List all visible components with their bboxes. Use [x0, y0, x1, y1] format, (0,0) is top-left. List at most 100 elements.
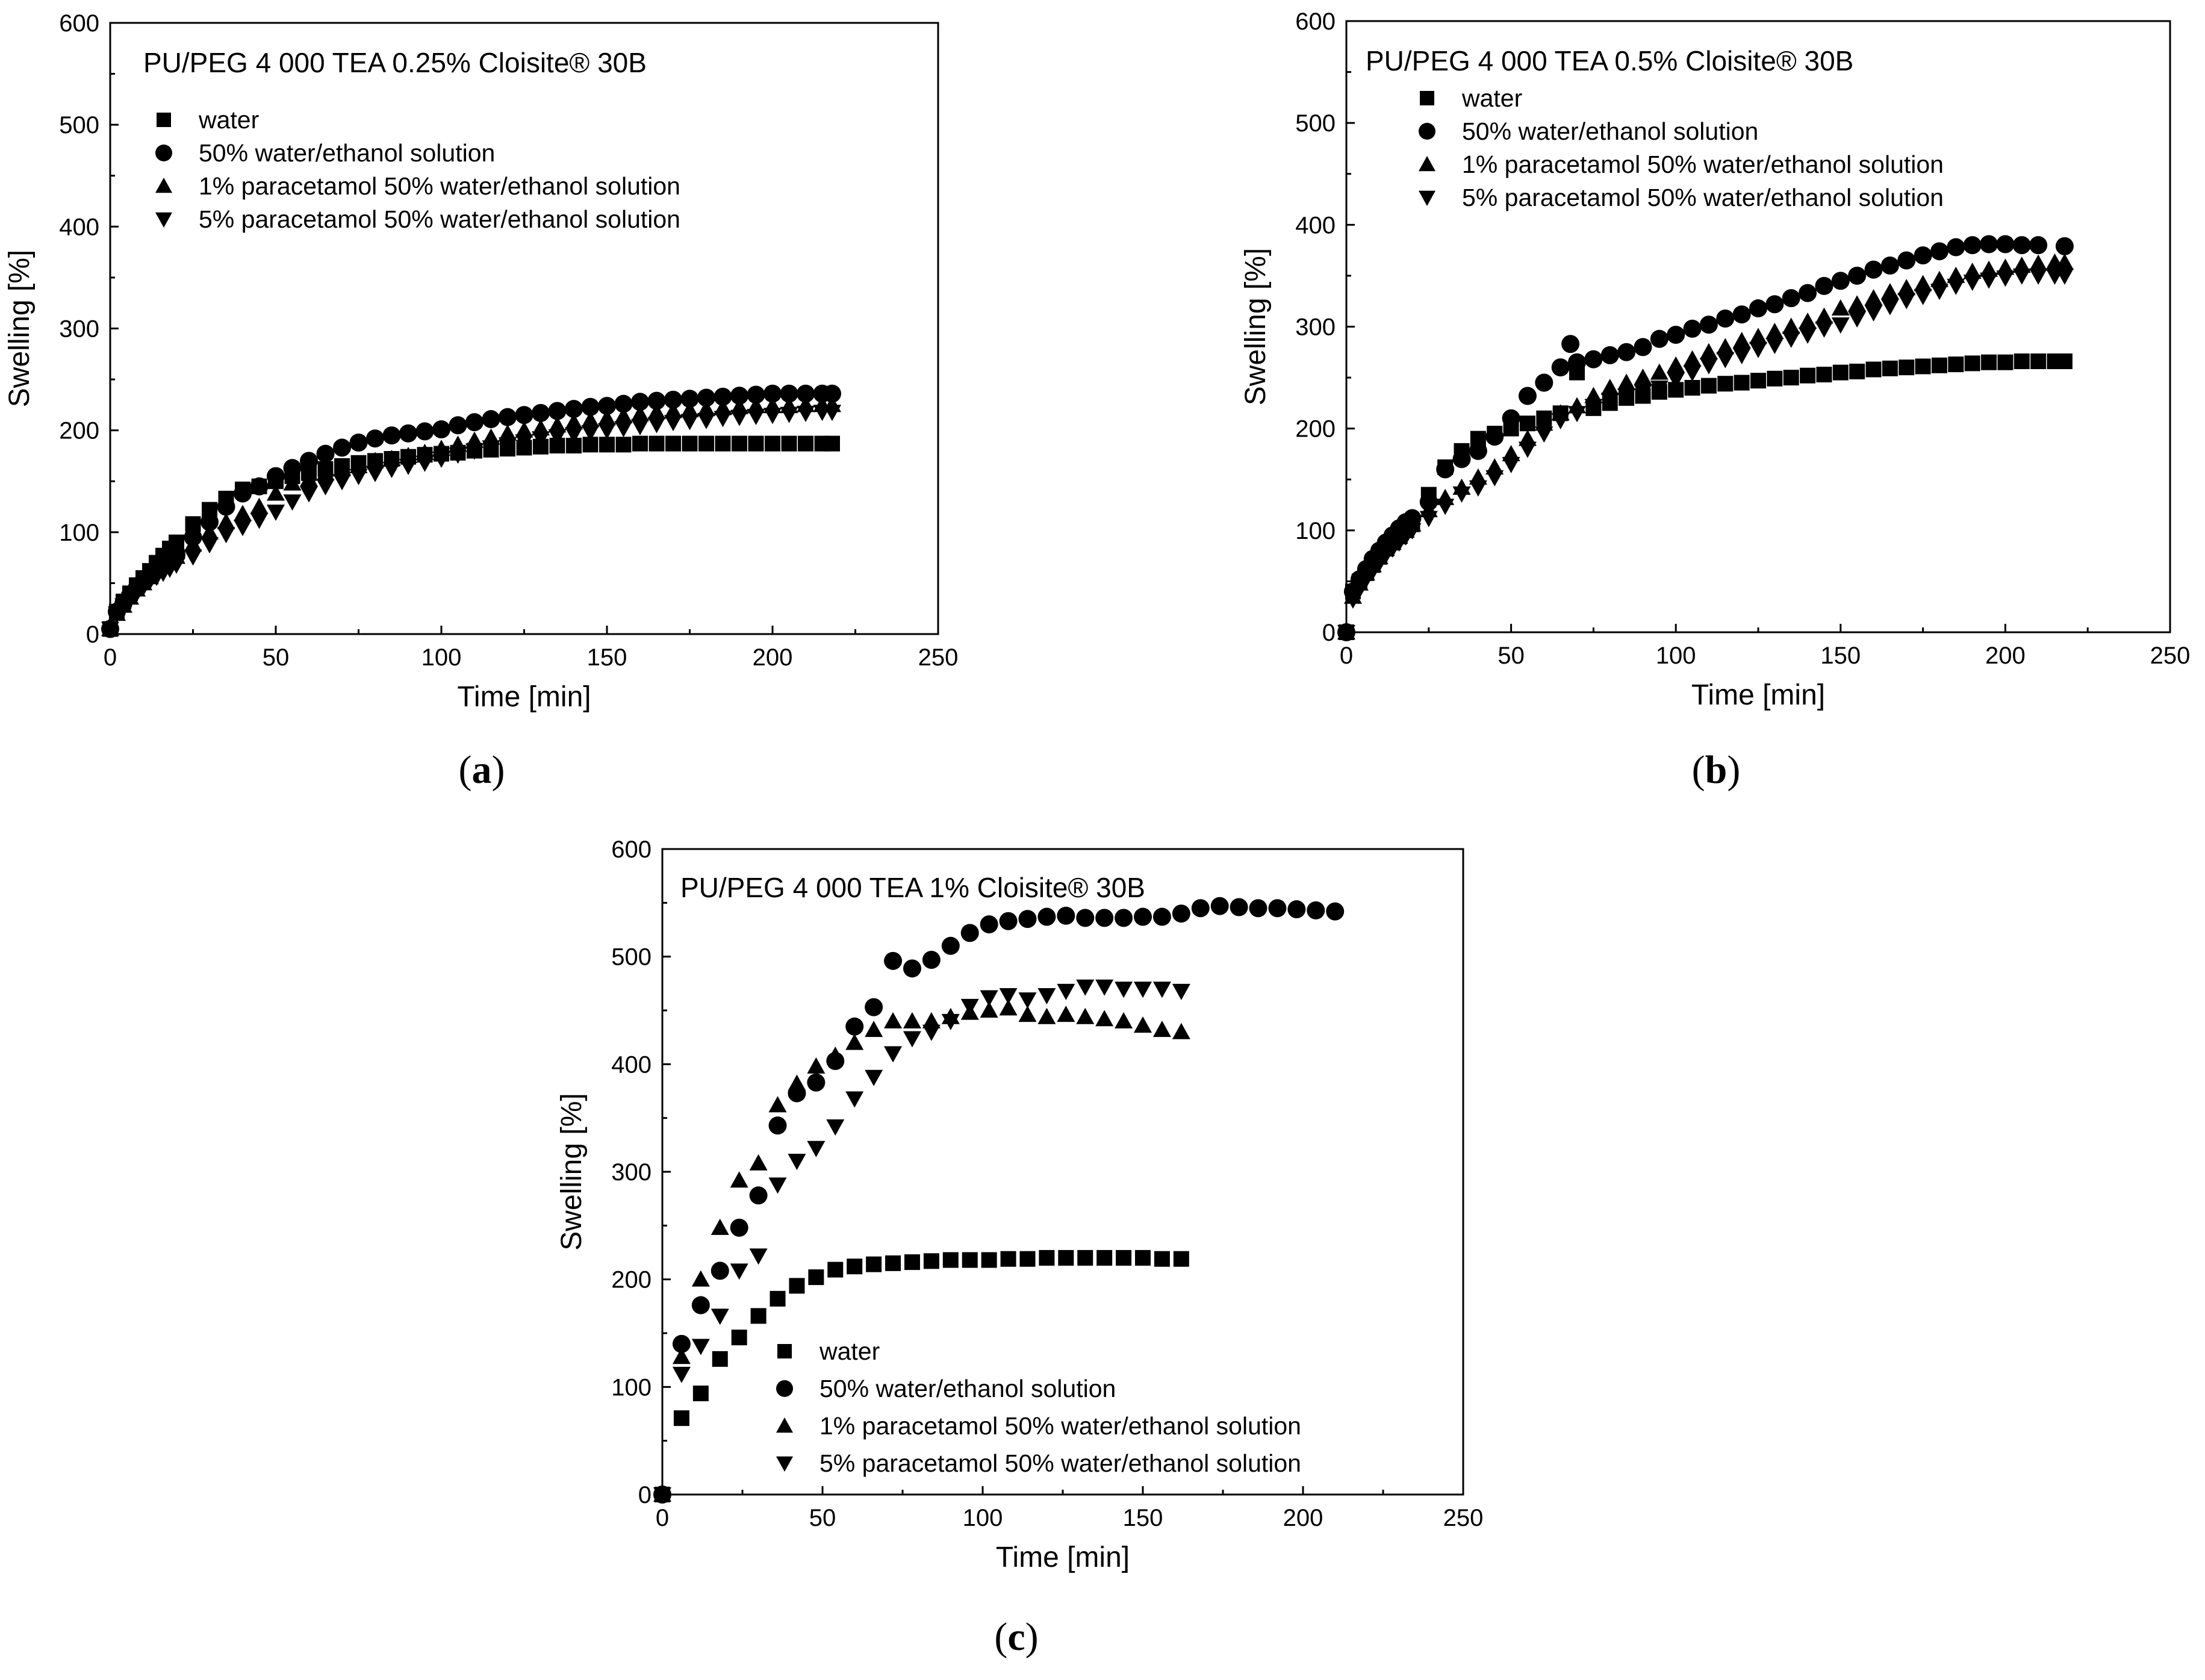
data-point	[515, 421, 533, 438]
data-point	[615, 437, 632, 453]
data-point	[682, 435, 698, 452]
data-point	[1914, 275, 1932, 291]
y-axis-title: Swelling [%]	[556, 1093, 588, 1250]
data-point	[1018, 992, 1037, 1009]
data-point	[2030, 353, 2047, 370]
data-point	[1249, 899, 1267, 918]
data-point	[941, 1013, 960, 1030]
data-point	[1750, 373, 1766, 389]
data-point	[1650, 329, 1669, 348]
legend: water 50% water/ethanol solution 1% parace…	[1419, 84, 1944, 211]
data-point	[1485, 470, 1504, 487]
data-point	[691, 1296, 710, 1314]
panel-label: (c)	[994, 1615, 1038, 1659]
data-point	[1172, 1022, 1190, 1039]
data-point	[1551, 413, 1570, 430]
data-point	[2055, 253, 2074, 270]
data-point	[1930, 270, 1948, 287]
data-point	[714, 411, 732, 428]
x-tick-label: 200	[1283, 1505, 1323, 1531]
data-point	[1948, 356, 1964, 373]
data-point	[598, 423, 616, 440]
data-point	[184, 549, 202, 566]
data-point	[1343, 592, 1362, 609]
data-point	[548, 402, 567, 420]
data-point	[730, 1218, 748, 1237]
data-point	[922, 951, 941, 969]
data-point	[1799, 313, 1817, 329]
data-point	[797, 384, 815, 403]
data-point	[884, 1012, 903, 1028]
y-tick-label: 300	[1295, 314, 1336, 341]
data-point	[1154, 1251, 1170, 1267]
data-point	[1650, 363, 1669, 380]
data-point	[960, 924, 979, 942]
data-point	[1519, 415, 1535, 432]
data-point	[807, 1140, 826, 1157]
data-point	[1864, 305, 1883, 322]
data-point	[923, 1253, 939, 1269]
legend-marker	[1419, 156, 1435, 172]
data-point	[768, 1177, 787, 1194]
data-point	[1667, 356, 1685, 373]
data-point	[565, 427, 583, 444]
x-axis-title: Time [min]	[1691, 679, 1825, 711]
data-point	[845, 1033, 864, 1050]
data-point	[316, 444, 335, 463]
data-point	[1800, 367, 1816, 384]
y-tick-label: 400	[59, 214, 99, 240]
data-point	[999, 912, 1018, 930]
data-point	[1037, 1007, 1056, 1024]
data-point	[1057, 983, 1075, 1000]
data-point	[697, 388, 715, 407]
data-point	[1436, 499, 1455, 515]
data-point	[1815, 276, 1833, 295]
data-point	[598, 409, 616, 426]
data-point	[941, 936, 960, 955]
data-point	[865, 1069, 883, 1086]
data-point	[1436, 460, 1455, 479]
data-point	[2012, 236, 2031, 255]
data-point	[1115, 982, 1133, 998]
data-point	[764, 384, 782, 403]
data-point	[1230, 898, 1248, 916]
data-point	[903, 959, 921, 978]
data-point	[711, 1308, 729, 1325]
data-point	[300, 486, 318, 503]
data-point	[866, 1256, 882, 1272]
x-tick-label: 250	[1443, 1505, 1484, 1531]
x-tick-label: 50	[263, 644, 290, 671]
data-point	[499, 424, 517, 441]
y-tick-label: 0	[86, 621, 99, 648]
data-point	[1018, 1006, 1037, 1022]
legend-label: water	[1461, 84, 1522, 112]
data-point	[1667, 326, 1685, 344]
data-point	[250, 512, 269, 529]
panel-label: (b)	[1692, 748, 1741, 792]
data-point	[698, 435, 714, 452]
data-point	[1700, 378, 1717, 394]
data-point	[1831, 272, 1850, 290]
data-point	[1799, 328, 1817, 344]
data-point	[465, 413, 484, 432]
data-point	[499, 408, 517, 426]
data-point	[664, 402, 682, 418]
data-point	[1699, 343, 1718, 359]
data-point	[1981, 354, 1997, 370]
data-point	[283, 494, 302, 511]
data-point	[548, 429, 567, 446]
data-point	[532, 431, 550, 448]
y-tick-label: 0	[638, 1482, 652, 1508]
data-point	[415, 422, 434, 441]
data-point	[1037, 907, 1056, 926]
data-point	[1076, 909, 1095, 927]
data-point	[581, 411, 600, 428]
y-tick-label: 500	[611, 944, 652, 971]
legend-label: 50% water/ethanol solution	[819, 1375, 1116, 1402]
data-point	[1914, 288, 1932, 305]
data-point	[565, 400, 583, 418]
data-point	[749, 1154, 768, 1171]
data-point	[2056, 353, 2073, 370]
data-point	[865, 998, 883, 1016]
data-point	[532, 403, 550, 422]
